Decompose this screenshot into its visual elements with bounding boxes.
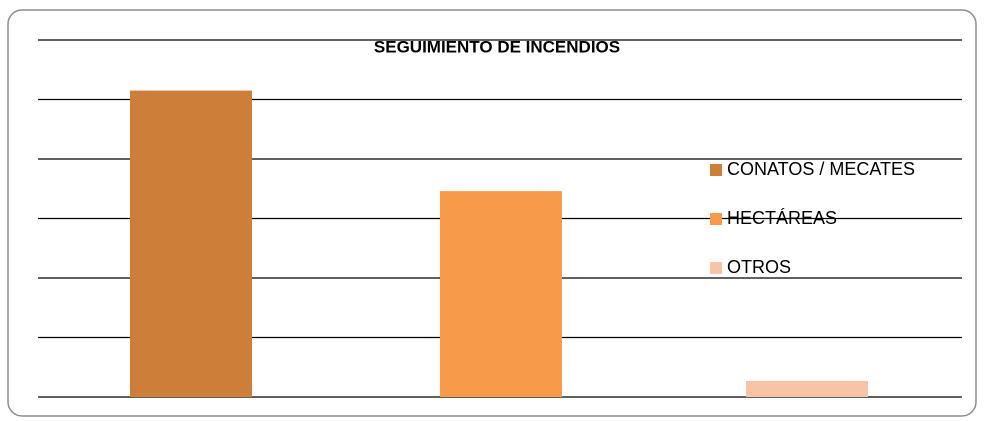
bar (440, 191, 562, 397)
legend-label: OTROS (727, 257, 791, 277)
legend-label: HECTÁREAS (727, 208, 837, 228)
chart-title: SEGUIMIENTO DE INCENDIOS (374, 37, 620, 56)
legend-swatch (710, 164, 722, 176)
bar (130, 90, 252, 397)
legend-swatch (710, 262, 722, 274)
bar (746, 380, 868, 397)
legend-swatch (710, 213, 722, 225)
legend-label: CONATOS / MECATES (727, 159, 915, 179)
